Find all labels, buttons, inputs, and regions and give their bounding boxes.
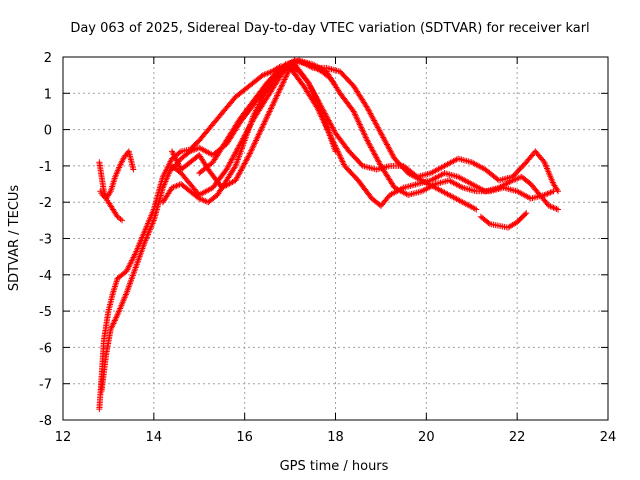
data-points	[96, 57, 562, 413]
series-track-9	[241, 57, 480, 213]
series-track-3	[96, 57, 298, 413]
series-track-4	[98, 57, 339, 394]
series-track-10	[477, 210, 530, 231]
x-axis-title: GPS time / hours	[280, 459, 389, 474]
x-tick-label: 18	[327, 430, 344, 445]
x-tick-label: 14	[146, 430, 163, 445]
y-tick-label: -8	[39, 414, 52, 429]
grid-lines	[63, 57, 608, 420]
y-tick-label: 1	[44, 87, 52, 102]
data-point-markers	[96, 57, 298, 413]
x-tick-label: 12	[55, 430, 72, 445]
data-point-markers	[241, 57, 480, 213]
axis-ticks	[62, 56, 609, 421]
chart-title: Day 063 of 2025, Sidereal Day-to-day VTE…	[70, 21, 589, 36]
y-tick-label: -3	[39, 233, 52, 248]
x-tick-label: 16	[236, 430, 253, 445]
x-tick-label: 22	[509, 430, 526, 445]
data-point-markers	[477, 210, 530, 231]
series-track-6	[169, 64, 562, 213]
y-tick-label: -5	[39, 305, 52, 320]
y-tick-label: -6	[39, 341, 52, 356]
y-tick-label: -2	[39, 196, 52, 211]
y-tick-label: -7	[39, 378, 52, 393]
y-tick-labels: -8 -7 -6 -5 -4 -3 -2 -1 0 1 2	[39, 51, 52, 429]
y-tick-label: 2	[44, 51, 52, 66]
y-tick-label: -4	[39, 269, 52, 284]
data-point-markers	[98, 57, 339, 394]
series-track-2	[97, 148, 137, 202]
x-tick-label: 20	[418, 430, 435, 445]
y-tick-label: 0	[44, 124, 52, 139]
x-tick-label: 24	[600, 430, 617, 445]
y-axis-title: SDTVAR / TECUs	[7, 185, 22, 292]
y-tick-label: -1	[39, 160, 52, 175]
x-tick-labels: 12 14 16 18 20 22 24	[55, 430, 617, 445]
data-point-markers	[169, 64, 562, 213]
data-point-markers	[97, 148, 137, 202]
